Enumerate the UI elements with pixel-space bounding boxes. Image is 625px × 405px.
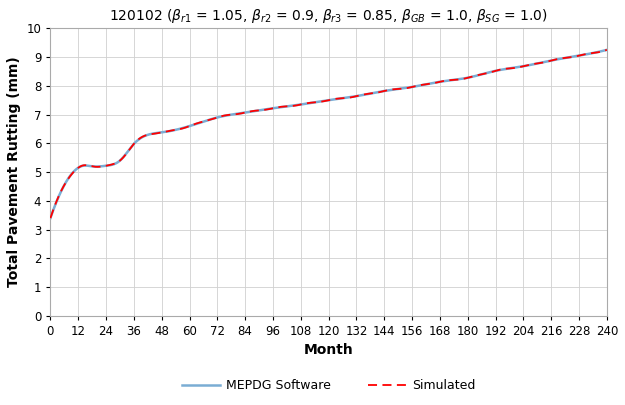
Simulated xyxy=(89,164,97,169)
Y-axis label: Total Pavement Rutting (mm): Total Pavement Rutting (mm) xyxy=(7,57,21,288)
Line: MEPDG Software: MEPDG Software xyxy=(51,50,607,218)
Simulated xyxy=(107,162,115,167)
MEPDG Software xyxy=(47,216,54,221)
Simulated xyxy=(62,180,69,185)
MEPDG Software xyxy=(62,180,69,185)
MEPDG Software xyxy=(518,64,526,69)
Simulated xyxy=(603,47,611,52)
MEPDG Software xyxy=(299,102,307,107)
MEPDG Software xyxy=(89,164,97,169)
MEPDG Software xyxy=(123,150,131,155)
MEPDG Software xyxy=(107,162,115,167)
Simulated xyxy=(47,216,54,221)
X-axis label: Month: Month xyxy=(304,343,354,358)
Simulated xyxy=(518,64,526,69)
Simulated xyxy=(299,102,307,107)
Simulated xyxy=(123,151,131,156)
MEPDG Software xyxy=(603,47,611,52)
Legend: MEPDG Software, Simulated: MEPDG Software, Simulated xyxy=(177,374,480,397)
Line: Simulated: Simulated xyxy=(51,50,607,218)
Title: 120102 ($\beta_{r1}$ = 1.05, $\beta_{r2}$ = 0.9, $\beta_{r3}$ = 0.85, $\beta_{GB: 120102 ($\beta_{r1}$ = 1.05, $\beta_{r2}… xyxy=(109,7,548,25)
